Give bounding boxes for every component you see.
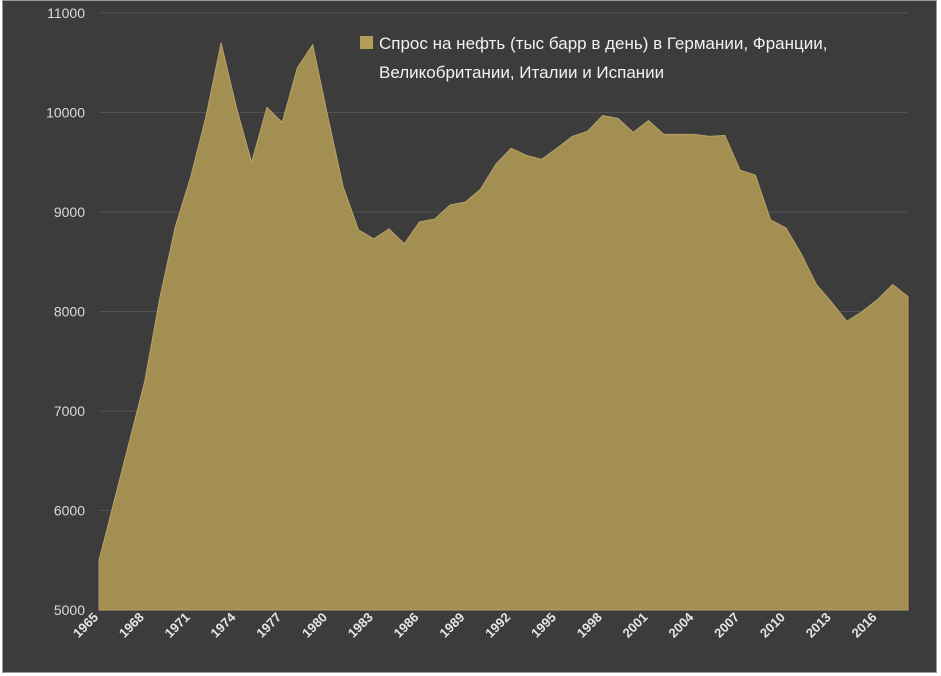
x-tick-label: 2010 <box>757 610 788 641</box>
y-tick-label: 9000 <box>54 204 85 220</box>
legend-label-line-1: Спрос на нефть (тыс барр в день) в Герма… <box>379 34 827 53</box>
x-tick-label: 1989 <box>436 610 467 641</box>
x-tick-label: 1980 <box>299 610 330 641</box>
x-tick-label: 1986 <box>391 610 422 641</box>
y-tick-label: 5000 <box>54 602 85 618</box>
x-tick-label: 1995 <box>528 610 559 641</box>
x-tick-label: 2007 <box>711 610 742 641</box>
x-tick-label: 2004 <box>665 609 697 641</box>
x-tick-label: 2016 <box>849 610 880 641</box>
area-series <box>98 42 909 611</box>
y-tick-label: 11000 <box>47 5 85 21</box>
legend: Спрос на нефть (тыс барр в день) в Герма… <box>360 34 827 82</box>
y-tick-label: 7000 <box>54 403 85 419</box>
y-tick-label: 10000 <box>46 105 85 121</box>
y-axis-ticks: 5000 6000 7000 8000 9000 10000 11000 <box>46 5 85 618</box>
x-axis-ticks: 1965 1968 1971 1974 1977 1980 1983 1986 1989 1992… <box>70 609 880 641</box>
legend-label-line-2: Великобритании, Италии и Испании <box>379 63 664 82</box>
x-tick-label: 1974 <box>207 609 239 641</box>
x-tick-label: 1998 <box>574 610 605 641</box>
y-tick-label: 8000 <box>54 304 85 320</box>
x-tick-label: 2001 <box>620 610 651 641</box>
area-layer <box>98 42 909 611</box>
y-tick-label: 6000 <box>54 503 85 519</box>
legend-swatch <box>360 36 373 49</box>
x-tick-label: 1983 <box>345 610 376 641</box>
x-tick-label: 1971 <box>162 610 193 641</box>
x-tick-label: 1977 <box>253 610 284 641</box>
x-tick-label: 1992 <box>482 610 513 641</box>
x-tick-label: 1968 <box>116 610 147 641</box>
x-tick-label: 2013 <box>803 610 834 641</box>
